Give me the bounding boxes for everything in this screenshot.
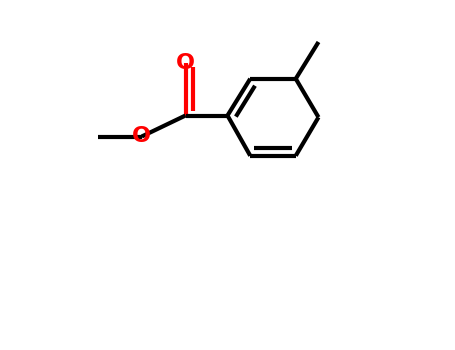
Text: O: O <box>132 126 151 147</box>
Text: O: O <box>176 53 195 73</box>
